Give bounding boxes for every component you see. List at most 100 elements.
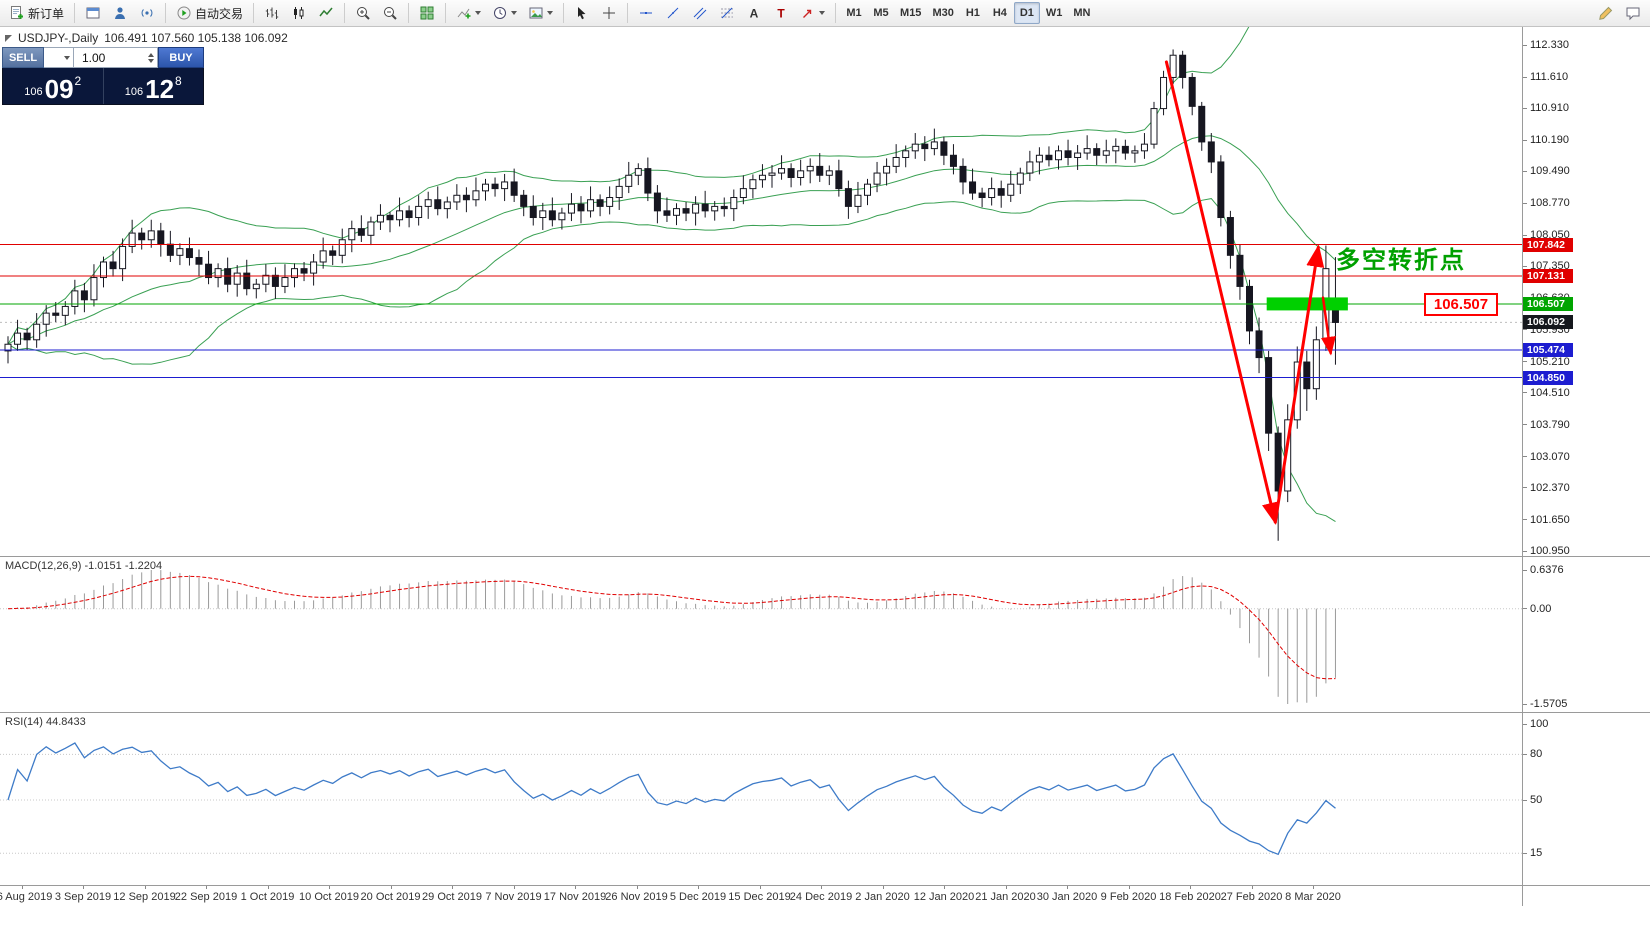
rsi-axis-tick: 100 [1530,718,1549,730]
bar-chart-mode-button[interactable] [259,2,285,24]
price-pane[interactable] [0,27,1522,556]
line-icon [318,5,334,21]
new-order-button[interactable]: 新订单 [4,2,69,24]
arrows-tool-button[interactable] [795,2,830,24]
chart-edit-button[interactable] [1593,2,1619,24]
y-axis-tick: 102.370 [1530,481,1570,494]
quick-help-button[interactable] [1620,2,1646,24]
price-axis[interactable]: 112.330 111.610 110.910 110.190 109.490 108.7… [1523,27,1650,906]
equidistant-channel-button[interactable] [687,2,713,24]
rsi-axis-tick: 80 [1530,748,1543,761]
volume-input[interactable]: 1.00 [74,47,158,68]
axis-tick-mark [1523,852,1527,854]
rsi-axis-tick: 50 [1530,794,1543,806]
text-button[interactable]: A [741,2,767,24]
indicators-button[interactable] [451,2,486,24]
axis-tick-mark [1523,550,1527,552]
data-feed-button[interactable] [134,2,160,24]
price-axis-line [1522,27,1523,906]
x-axis-date: 7 Nov 2019 [485,891,542,903]
cursor-button[interactable] [569,2,595,24]
indicator-icon [456,5,472,21]
axis-tick-mark [1523,456,1527,458]
timeframe-m1-button[interactable]: M1 [846,7,862,19]
trendline-button[interactable] [660,2,686,24]
timeframe-m15-button[interactable]: M15 [900,7,922,19]
fibo-icon [719,5,735,21]
x-axis-tick-mark [1190,885,1191,889]
timeframe-d1-button[interactable]: D1 [1013,2,1040,24]
timeframe-h4-button[interactable]: H4 [992,7,1007,19]
timeframe-mn-button[interactable]: MN [1073,7,1091,19]
axis-tick-mark [1523,234,1527,236]
volume-value: 1.00 [82,50,106,65]
crosshair-icon [601,5,617,21]
charts-window-button[interactable] [80,2,106,24]
axis-tick-mark [1523,487,1527,489]
zoom-in-button[interactable] [350,2,376,24]
candlestick-mode-button[interactable] [286,2,312,24]
price-line-tag: 105.474 [1523,342,1573,357]
axis-tick-mark [1523,44,1527,46]
y-axis-tick: 111.610 [1530,71,1569,83]
text-label-button[interactable]: T [768,2,794,24]
chart-symbol: USDJPY-,Daily [18,31,99,45]
x-axis-tick-mark [821,885,822,889]
toolbar-separator [835,3,837,23]
axis-tick-mark [1523,799,1527,801]
autotrade-icon [176,5,192,21]
text-t-icon: T [773,5,789,21]
new-order-label: 新订单 [28,6,65,21]
pane-separator [0,885,1650,886]
toolbar-separator [408,3,410,23]
toolbar-separator [165,3,167,23]
one-click-price-panels: 106 09 2 106 12 8 [2,68,204,105]
macd-pane[interactable] [0,556,1522,712]
rsi-pane[interactable] [0,712,1522,885]
toolbar-separator [253,3,255,23]
svg-text:T: T [777,7,785,21]
timeframe-w1-button[interactable]: W1 [1045,7,1063,19]
profiles-button[interactable] [107,2,133,24]
x-axis-date: 26 Aug 2019 [0,891,53,903]
tile-windows-button[interactable] [414,2,440,24]
chart-title: USDJPY-,Daily 106.491 107.560 105.138 10… [5,31,288,45]
arrow-icon [800,5,816,21]
bubble-icon [1625,5,1641,21]
axis-tick-mark [1523,202,1527,204]
turning-point-annotation: 多空转折点 [1336,247,1466,274]
timeframe-m30-button[interactable]: M30 [932,7,954,19]
spin-up-icon [148,52,154,57]
sell-button[interactable]: SELL [2,47,44,68]
zoom-out-button[interactable] [377,2,403,24]
periods-button[interactable] [487,2,522,24]
timeframe-m5-button[interactable]: M5 [873,7,889,19]
volume-spinner[interactable] [148,52,154,63]
toolbar-separator [445,3,447,23]
x-axis-tick-mark [698,885,699,889]
x-axis-tick-mark [1251,885,1253,889]
horizontal-line-button[interactable] [633,2,659,24]
x-axis-date: 21 Jan 2020 [975,891,1036,903]
crosshair-button[interactable] [596,2,622,24]
order-type-dropdown[interactable] [44,47,74,68]
fibonacci-button[interactable] [714,2,740,24]
pane-separator[interactable] [0,556,1650,557]
axis-tick-mark [1523,361,1527,363]
pane-separator[interactable] [0,712,1650,713]
buy-price-pip: 8 [175,74,182,88]
hline-icon [638,5,654,21]
auto-trading-button[interactable]: 自动交易 [171,2,248,24]
signal-icon [139,5,155,21]
buy-price-panel[interactable]: 106 12 8 [102,68,204,104]
axis-tick-mark [1523,139,1527,141]
timeframe-h1-button[interactable]: H1 [965,7,980,19]
line-chart-mode-button[interactable] [313,2,339,24]
sell-price-panel[interactable]: 106 09 2 [3,68,103,104]
buy-button[interactable]: BUY [158,47,204,68]
tline-icon [665,5,681,21]
dropdown-caret-icon [475,11,482,15]
toolbar-separator [74,3,76,23]
templates-button[interactable] [523,2,558,24]
